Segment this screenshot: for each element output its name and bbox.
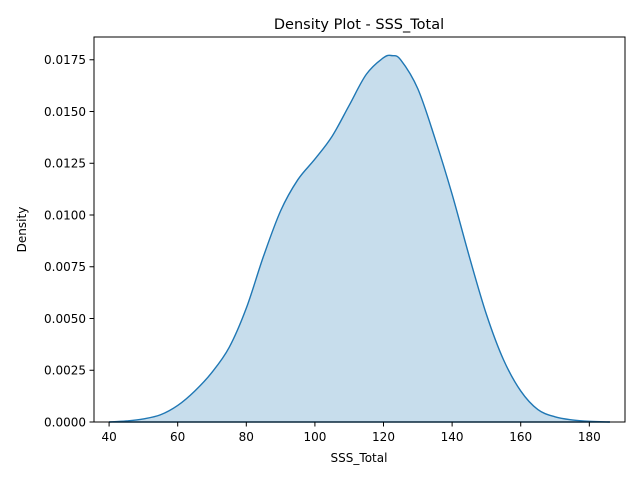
- x-axis-label: SSS_Total: [331, 451, 388, 465]
- x-tick-label: 40: [101, 430, 116, 444]
- y-tick-label: 0.0125: [44, 157, 86, 171]
- y-axis-ticks: 0.0000 0.0025 0.0050 0.0075 0.0100 0.0125 0.01…: [44, 53, 94, 429]
- x-tick-label: 80: [239, 430, 254, 444]
- axes-frame: [93, 36, 626, 423]
- y-tick-label: 0.0025: [44, 364, 86, 378]
- density-line: [109, 54, 610, 423]
- y-tick-label: 0.0175: [44, 53, 86, 67]
- y-axis-label: Density: [15, 207, 29, 253]
- x-tick-label: 100: [303, 430, 326, 444]
- x-tick-label: 160: [509, 430, 532, 444]
- x-axis-ticks: 40 60 80 100 120 140 160 180: [101, 422, 601, 444]
- y-tick-label: 0.0000: [44, 415, 86, 429]
- x-tick-label: 60: [170, 430, 185, 444]
- density-area-fill: [109, 55, 610, 422]
- x-tick-label: 140: [441, 430, 464, 444]
- y-tick-label: 0.0050: [44, 312, 86, 326]
- y-tick-label: 0.0150: [44, 105, 86, 119]
- y-tick-label: 0.0075: [44, 260, 86, 274]
- chart-title: Density Plot - SSS_Total: [274, 17, 444, 33]
- y-tick-label: 0.0100: [44, 208, 86, 222]
- x-tick-label: 180: [578, 430, 601, 444]
- x-tick-label: 120: [372, 430, 395, 444]
